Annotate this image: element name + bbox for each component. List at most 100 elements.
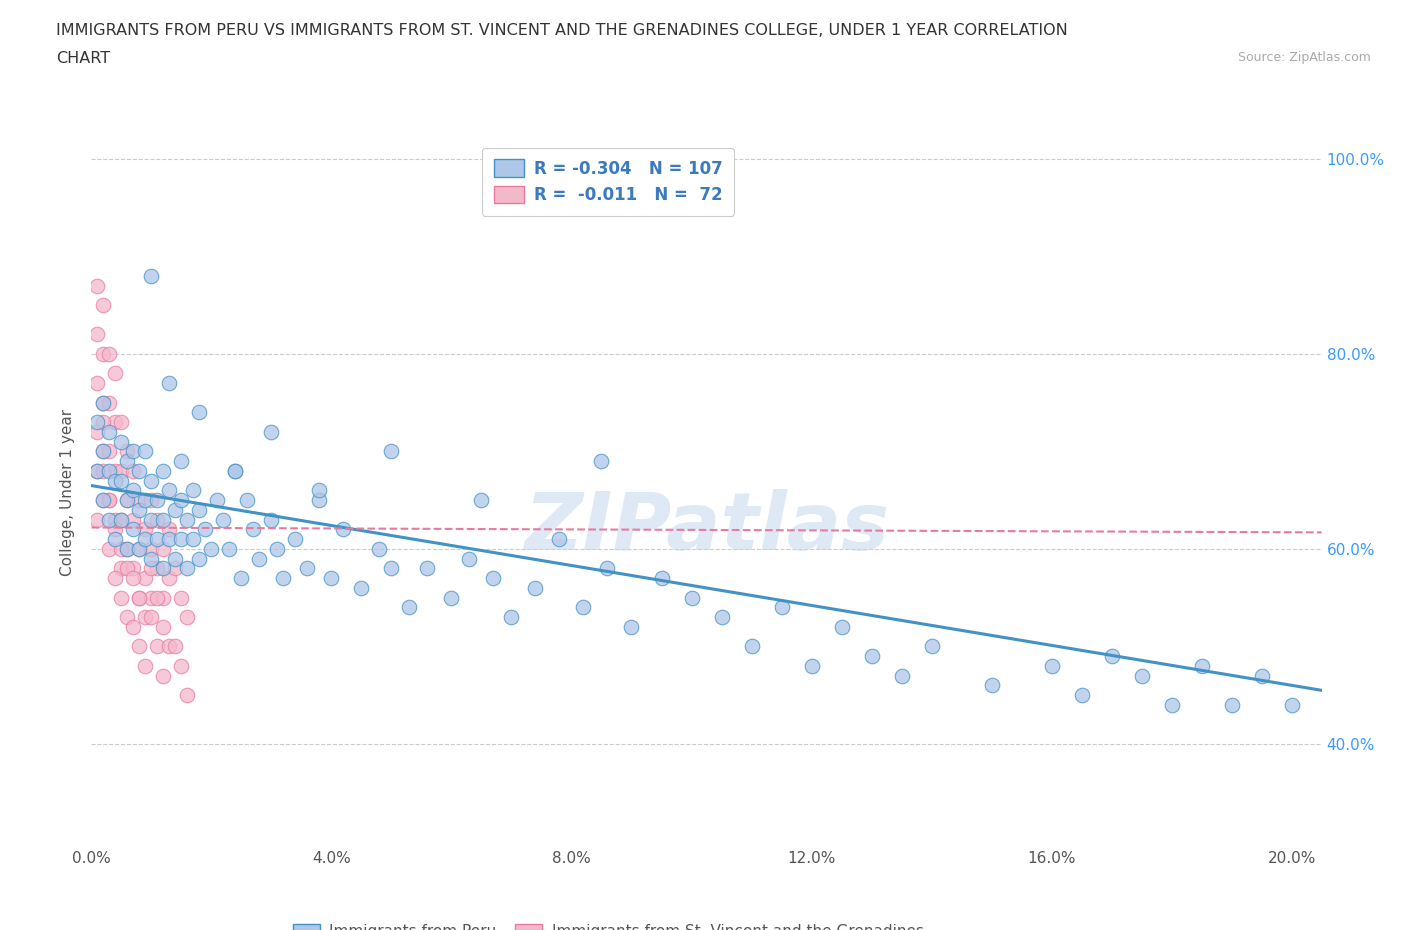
Point	[86, 463, 108, 478]
Point	[141, 541, 163, 556]
Point	[146, 512, 169, 527]
Point	[104, 366, 127, 381]
Point	[501, 610, 523, 625]
Point	[110, 415, 132, 430]
Point	[212, 512, 235, 527]
Point	[122, 619, 145, 634]
Point	[93, 463, 115, 478]
Point	[117, 610, 139, 625]
Point	[800, 658, 823, 673]
Point	[110, 473, 132, 488]
Point	[231, 571, 253, 586]
Point	[188, 502, 211, 517]
Point	[890, 669, 912, 684]
Point	[104, 463, 127, 478]
Point	[93, 395, 115, 410]
Point	[128, 541, 150, 556]
Point	[86, 278, 108, 293]
Point	[117, 541, 139, 556]
Point	[176, 561, 198, 576]
Point	[98, 493, 121, 508]
Point	[524, 580, 547, 595]
Point	[104, 415, 127, 430]
Point	[165, 551, 187, 566]
Point	[141, 610, 163, 625]
Point	[152, 669, 174, 684]
Point	[188, 405, 211, 420]
Point	[134, 610, 156, 625]
Point	[93, 493, 115, 508]
Point	[368, 541, 391, 556]
Point	[681, 591, 703, 605]
Point	[1070, 688, 1092, 703]
Point	[110, 591, 132, 605]
Legend: Immigrants from Peru, Immigrants from St. Vincent and the Grenadines: Immigrants from Peru, Immigrants from St…	[287, 918, 929, 930]
Point	[650, 571, 672, 586]
Point	[93, 415, 115, 430]
Point	[470, 493, 492, 508]
Point	[128, 463, 150, 478]
Point	[308, 483, 330, 498]
Point	[458, 551, 481, 566]
Point	[146, 493, 169, 508]
Point	[170, 591, 193, 605]
Point	[157, 483, 180, 498]
Point	[134, 532, 156, 547]
Point	[141, 512, 163, 527]
Point	[110, 434, 132, 449]
Point	[122, 483, 145, 498]
Point	[86, 415, 108, 430]
Point	[188, 551, 211, 566]
Point	[98, 424, 121, 439]
Point	[1281, 698, 1303, 712]
Point	[260, 512, 283, 527]
Point	[224, 463, 246, 478]
Point	[110, 541, 132, 556]
Point	[620, 619, 643, 634]
Point	[266, 541, 288, 556]
Point	[980, 678, 1002, 693]
Point	[93, 493, 115, 508]
Point	[128, 541, 150, 556]
Point	[98, 541, 121, 556]
Point	[350, 580, 373, 595]
Point	[86, 327, 108, 342]
Point	[146, 639, 169, 654]
Point	[98, 395, 121, 410]
Point	[1040, 658, 1063, 673]
Point	[86, 376, 108, 391]
Point	[128, 591, 150, 605]
Point	[770, 600, 793, 615]
Point	[921, 639, 943, 654]
Point	[236, 493, 259, 508]
Point	[249, 551, 271, 566]
Point	[1130, 669, 1153, 684]
Point	[710, 610, 733, 625]
Point	[152, 541, 174, 556]
Point	[157, 522, 180, 537]
Point	[260, 424, 283, 439]
Point	[380, 561, 402, 576]
Point	[110, 561, 132, 576]
Point	[122, 444, 145, 458]
Point	[242, 522, 264, 537]
Point	[165, 639, 187, 654]
Point	[183, 532, 205, 547]
Point	[134, 571, 156, 586]
Point	[176, 610, 198, 625]
Point	[134, 522, 156, 537]
Point	[146, 561, 169, 576]
Point	[86, 512, 108, 527]
Point	[117, 444, 139, 458]
Point	[170, 454, 193, 469]
Point	[122, 512, 145, 527]
Point	[141, 551, 163, 566]
Point	[98, 512, 121, 527]
Y-axis label: College, Under 1 year: College, Under 1 year	[60, 409, 76, 577]
Point	[183, 483, 205, 498]
Point	[596, 561, 619, 576]
Point	[207, 493, 229, 508]
Point	[152, 561, 174, 576]
Point	[93, 444, 115, 458]
Point	[110, 463, 132, 478]
